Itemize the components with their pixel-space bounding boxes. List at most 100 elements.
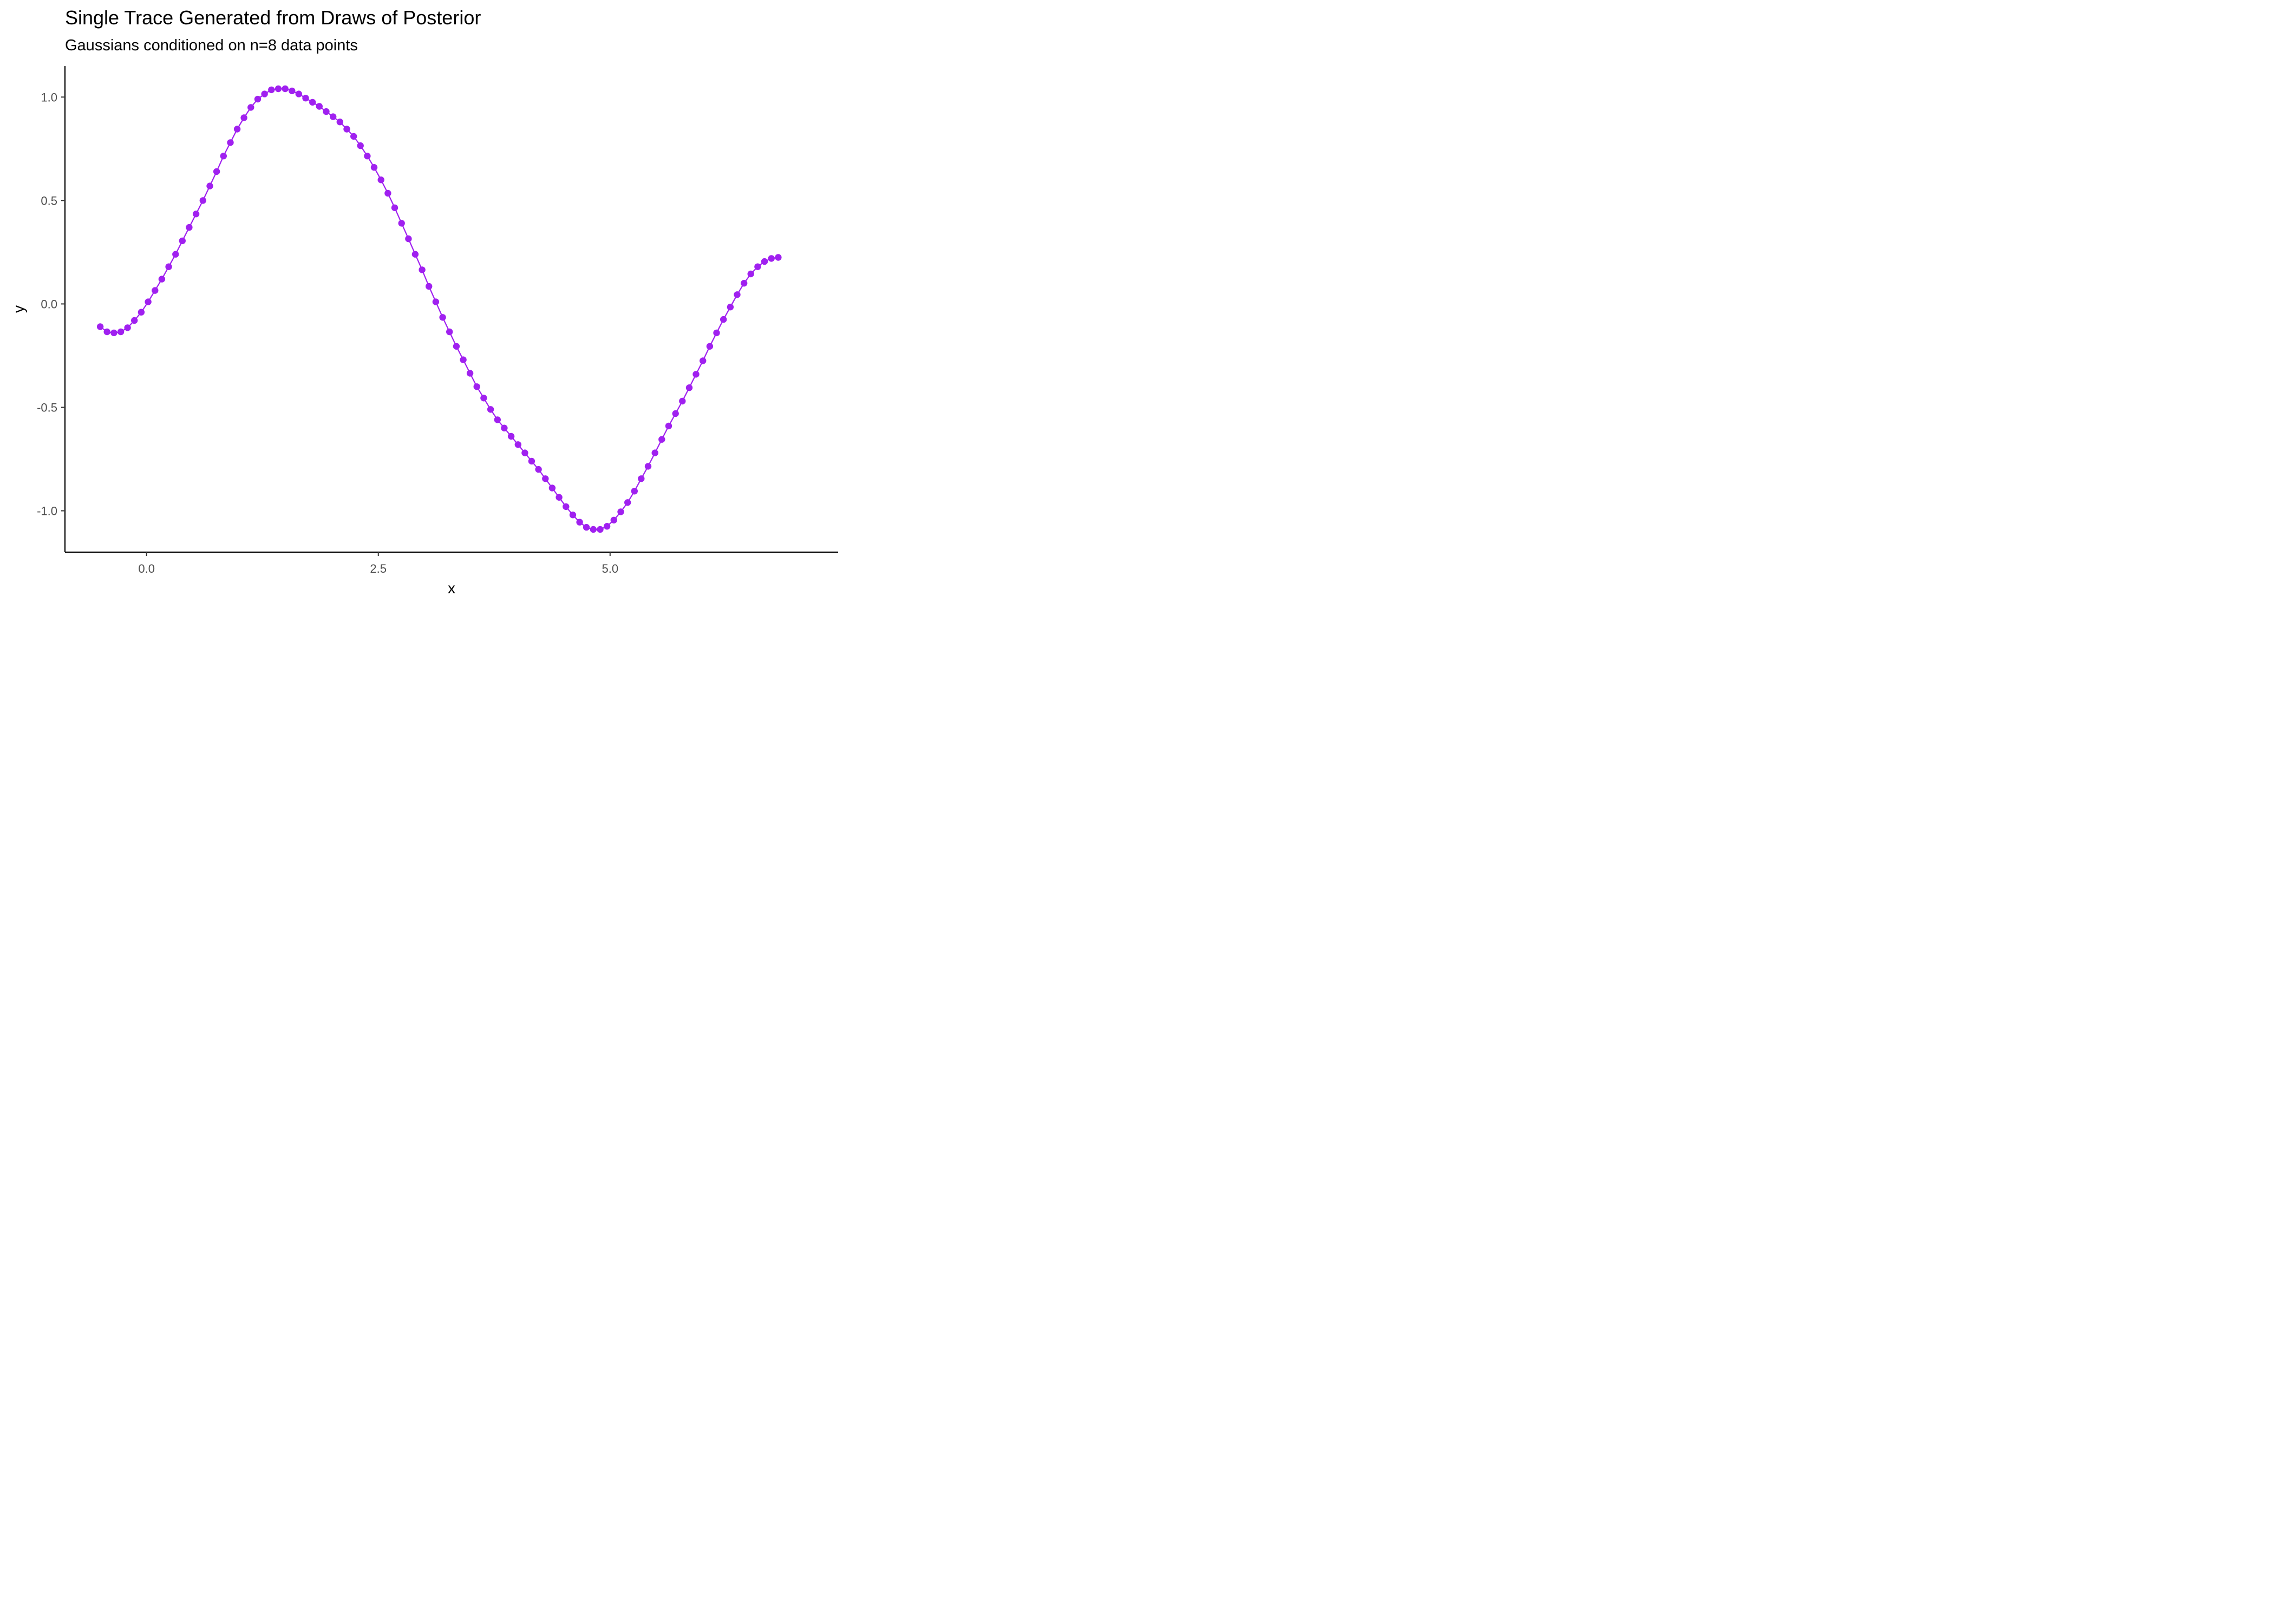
y-tick-label: -1.0 — [37, 505, 57, 518]
data-point — [158, 276, 166, 283]
y-tick-label: -0.5 — [37, 401, 57, 415]
data-point — [261, 90, 268, 97]
data-point — [692, 371, 700, 378]
data-point — [507, 433, 515, 440]
x-tick-label: 2.5 — [370, 562, 387, 575]
data-point — [227, 139, 234, 146]
data-point — [302, 95, 309, 102]
data-point — [103, 328, 110, 336]
data-point — [254, 95, 262, 103]
data-point — [700, 357, 707, 364]
data-point — [357, 142, 364, 149]
data-point — [179, 237, 186, 245]
data-point — [747, 270, 754, 278]
data-point — [172, 251, 179, 258]
data-point — [521, 449, 528, 456]
data-point — [186, 224, 193, 231]
data-point — [233, 126, 241, 133]
chart-title: Single Trace Generated from Draws of Pos… — [65, 6, 481, 29]
data-point — [268, 86, 275, 94]
data-point — [439, 314, 446, 321]
data-point — [316, 103, 323, 110]
data-point — [494, 416, 501, 423]
data-point — [384, 189, 391, 197]
data-point — [603, 523, 611, 530]
data-point — [480, 395, 487, 402]
data-point — [466, 370, 474, 377]
data-point — [220, 153, 227, 160]
data-point — [720, 316, 727, 323]
data-point — [426, 283, 433, 290]
data-point — [487, 406, 494, 413]
chart-subtitle: Gaussians conditioned on n=8 data points — [65, 37, 358, 54]
data-point — [336, 119, 343, 126]
data-point — [542, 475, 549, 482]
series-line — [100, 88, 779, 531]
data-point — [411, 251, 419, 258]
data-point — [638, 475, 645, 482]
data-point — [563, 503, 570, 510]
data-point — [631, 488, 638, 495]
data-point — [501, 424, 508, 431]
y-tick-label: 0.0 — [41, 297, 57, 311]
data-point — [295, 90, 302, 97]
data-point — [165, 263, 172, 270]
data-point — [651, 449, 658, 456]
data-point — [446, 328, 453, 336]
data-point — [398, 220, 405, 227]
y-tick-label: 0.5 — [41, 194, 57, 207]
data-point — [124, 324, 131, 331]
y-axis-title: y — [10, 305, 27, 313]
data-point — [247, 104, 254, 111]
data-point — [213, 168, 220, 175]
data-point — [761, 258, 768, 265]
data-point — [535, 466, 542, 473]
data-point — [323, 108, 330, 115]
data-point — [419, 266, 426, 273]
data-point — [685, 384, 693, 391]
data-point — [624, 499, 631, 506]
data-point — [658, 436, 665, 443]
x-tick-label: 5.0 — [602, 562, 618, 575]
data-point — [432, 298, 440, 305]
data-point — [131, 317, 138, 324]
data-point — [364, 153, 371, 160]
data-point — [309, 99, 316, 106]
data-point — [727, 304, 734, 311]
data-point — [713, 329, 720, 337]
data-point — [514, 441, 521, 448]
data-point — [199, 197, 206, 204]
data-point — [145, 298, 152, 305]
data-point — [289, 87, 296, 95]
data-point — [453, 343, 460, 350]
data-point — [706, 343, 714, 350]
data-point — [576, 519, 583, 526]
data-point — [377, 176, 384, 184]
data-point — [597, 526, 604, 533]
data-point — [679, 397, 686, 405]
data-point — [590, 526, 597, 533]
data-point — [754, 263, 761, 270]
x-tick-label: 0.0 — [138, 562, 155, 575]
data-point — [240, 114, 247, 121]
data-point — [665, 422, 672, 430]
plot-area — [96, 85, 782, 533]
data-point — [644, 463, 652, 470]
data-point — [556, 494, 563, 501]
data-point — [473, 383, 480, 390]
data-point — [672, 410, 679, 417]
data-point — [350, 133, 357, 140]
data-point — [343, 126, 350, 133]
data-point — [117, 328, 125, 336]
data-point — [734, 291, 741, 298]
data-point — [741, 280, 748, 287]
data-point — [583, 523, 590, 531]
data-point — [110, 329, 117, 337]
line-chart: 1.0 0.5 0.0 -0.5 -1.0 0.0 2.5 5.0 x y — [10, 66, 838, 597]
data-point — [548, 484, 556, 492]
data-point — [96, 323, 104, 330]
data-point — [569, 512, 577, 519]
data-point — [192, 211, 200, 218]
data-point — [275, 85, 282, 93]
data-point — [330, 113, 337, 120]
